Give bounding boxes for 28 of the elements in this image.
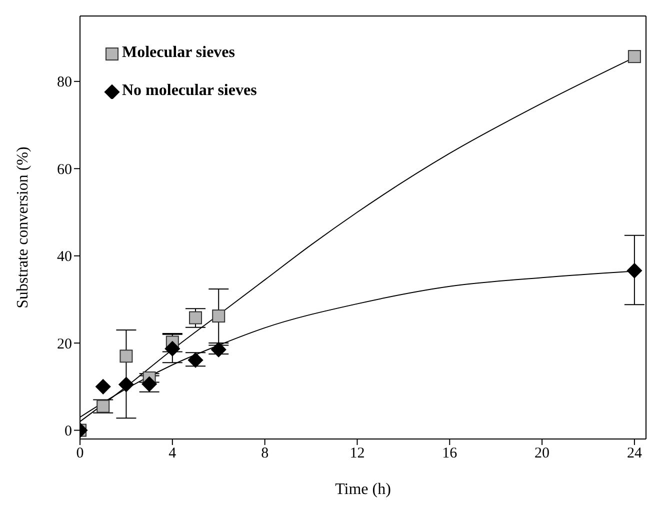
legend-label: No molecular sieves <box>122 82 257 100</box>
y-tick-label: 20 <box>57 336 72 352</box>
point <box>164 340 180 357</box>
point <box>120 350 133 363</box>
x-tick-label: 12 <box>350 446 365 462</box>
point <box>142 376 158 392</box>
y-tick-label: 60 <box>57 162 72 178</box>
point <box>210 342 226 358</box>
y-tick-label: 0 <box>64 424 72 440</box>
x-tick-label: 4 <box>168 446 177 462</box>
x-axis-title: Time (h) <box>335 481 391 498</box>
legend-label: Molecular sieves <box>122 44 236 62</box>
x-tick-label: 0 <box>76 446 84 462</box>
y-axis-title: Substrate conversion (%) <box>14 146 32 308</box>
x-tick-label: 20 <box>534 446 550 462</box>
x-tick-label: 16 <box>442 446 458 462</box>
y-tick-label: 80 <box>57 74 72 91</box>
point <box>118 376 134 392</box>
point <box>626 262 642 278</box>
x-tick-label: 24 <box>626 446 642 462</box>
point <box>212 310 226 323</box>
point <box>96 400 110 413</box>
point <box>188 352 204 368</box>
point <box>189 311 202 324</box>
y-tick-label: 40 <box>57 249 72 266</box>
point <box>95 378 111 394</box>
point <box>628 50 641 64</box>
x-tick-label: 8 <box>261 446 269 462</box>
